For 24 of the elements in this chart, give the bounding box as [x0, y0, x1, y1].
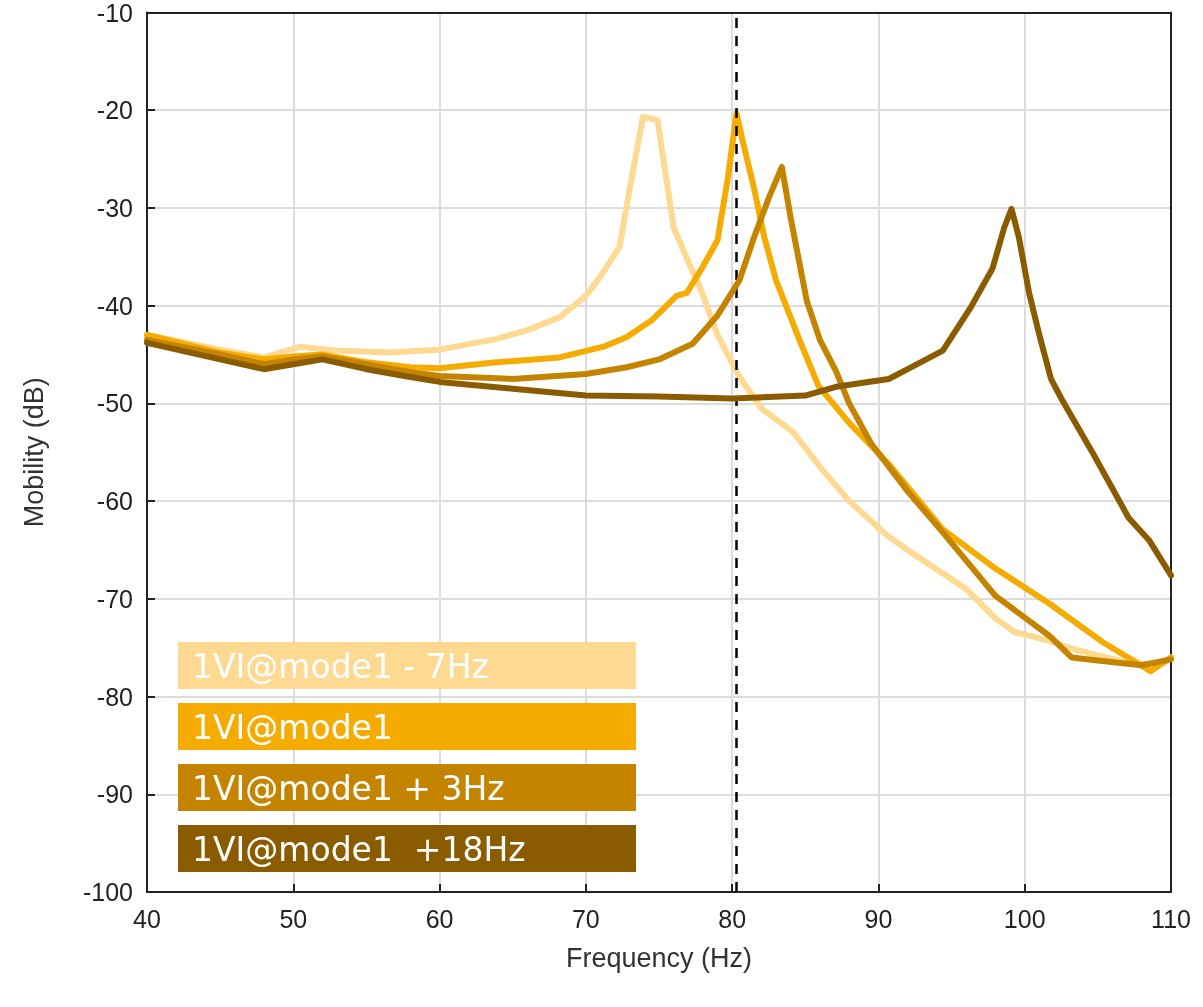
y-tick-label: -20: [96, 96, 133, 125]
text: 1VI@mode1: [192, 708, 393, 747]
y-tick-label: -60: [96, 487, 133, 516]
x-tick-label: 70: [571, 904, 600, 933]
text: 1VI@mode1 + 3Hz: [192, 769, 505, 808]
x-tick-label: 60: [425, 904, 454, 933]
y-tick-label: -90: [96, 780, 133, 809]
y-tick-label: -10: [96, 0, 133, 27]
y-axis-title: Mobility (dB): [18, 377, 49, 528]
x-tick-label: 90: [864, 904, 893, 933]
y-tick-label: -70: [96, 584, 133, 613]
y-tick-label: -50: [96, 389, 133, 418]
x-tick-label: 80: [718, 904, 747, 933]
x-tick-label: 40: [133, 904, 161, 933]
x-tick-label: 100: [1003, 904, 1046, 933]
x-axis-title: Frequency (Hz): [565, 942, 753, 973]
y-tick-label: -80: [96, 682, 133, 711]
y-tick-label: -100: [82, 878, 133, 906]
y-tick-label: -40: [96, 291, 133, 320]
y-tick-label: -30: [96, 193, 133, 222]
text: 1VI@mode1 +18Hz: [192, 830, 526, 869]
x-tick-label: 50: [279, 904, 308, 933]
x-tick-label: 110: [1151, 904, 1191, 933]
text: 1VI@mode1 - 7Hz: [192, 647, 489, 686]
